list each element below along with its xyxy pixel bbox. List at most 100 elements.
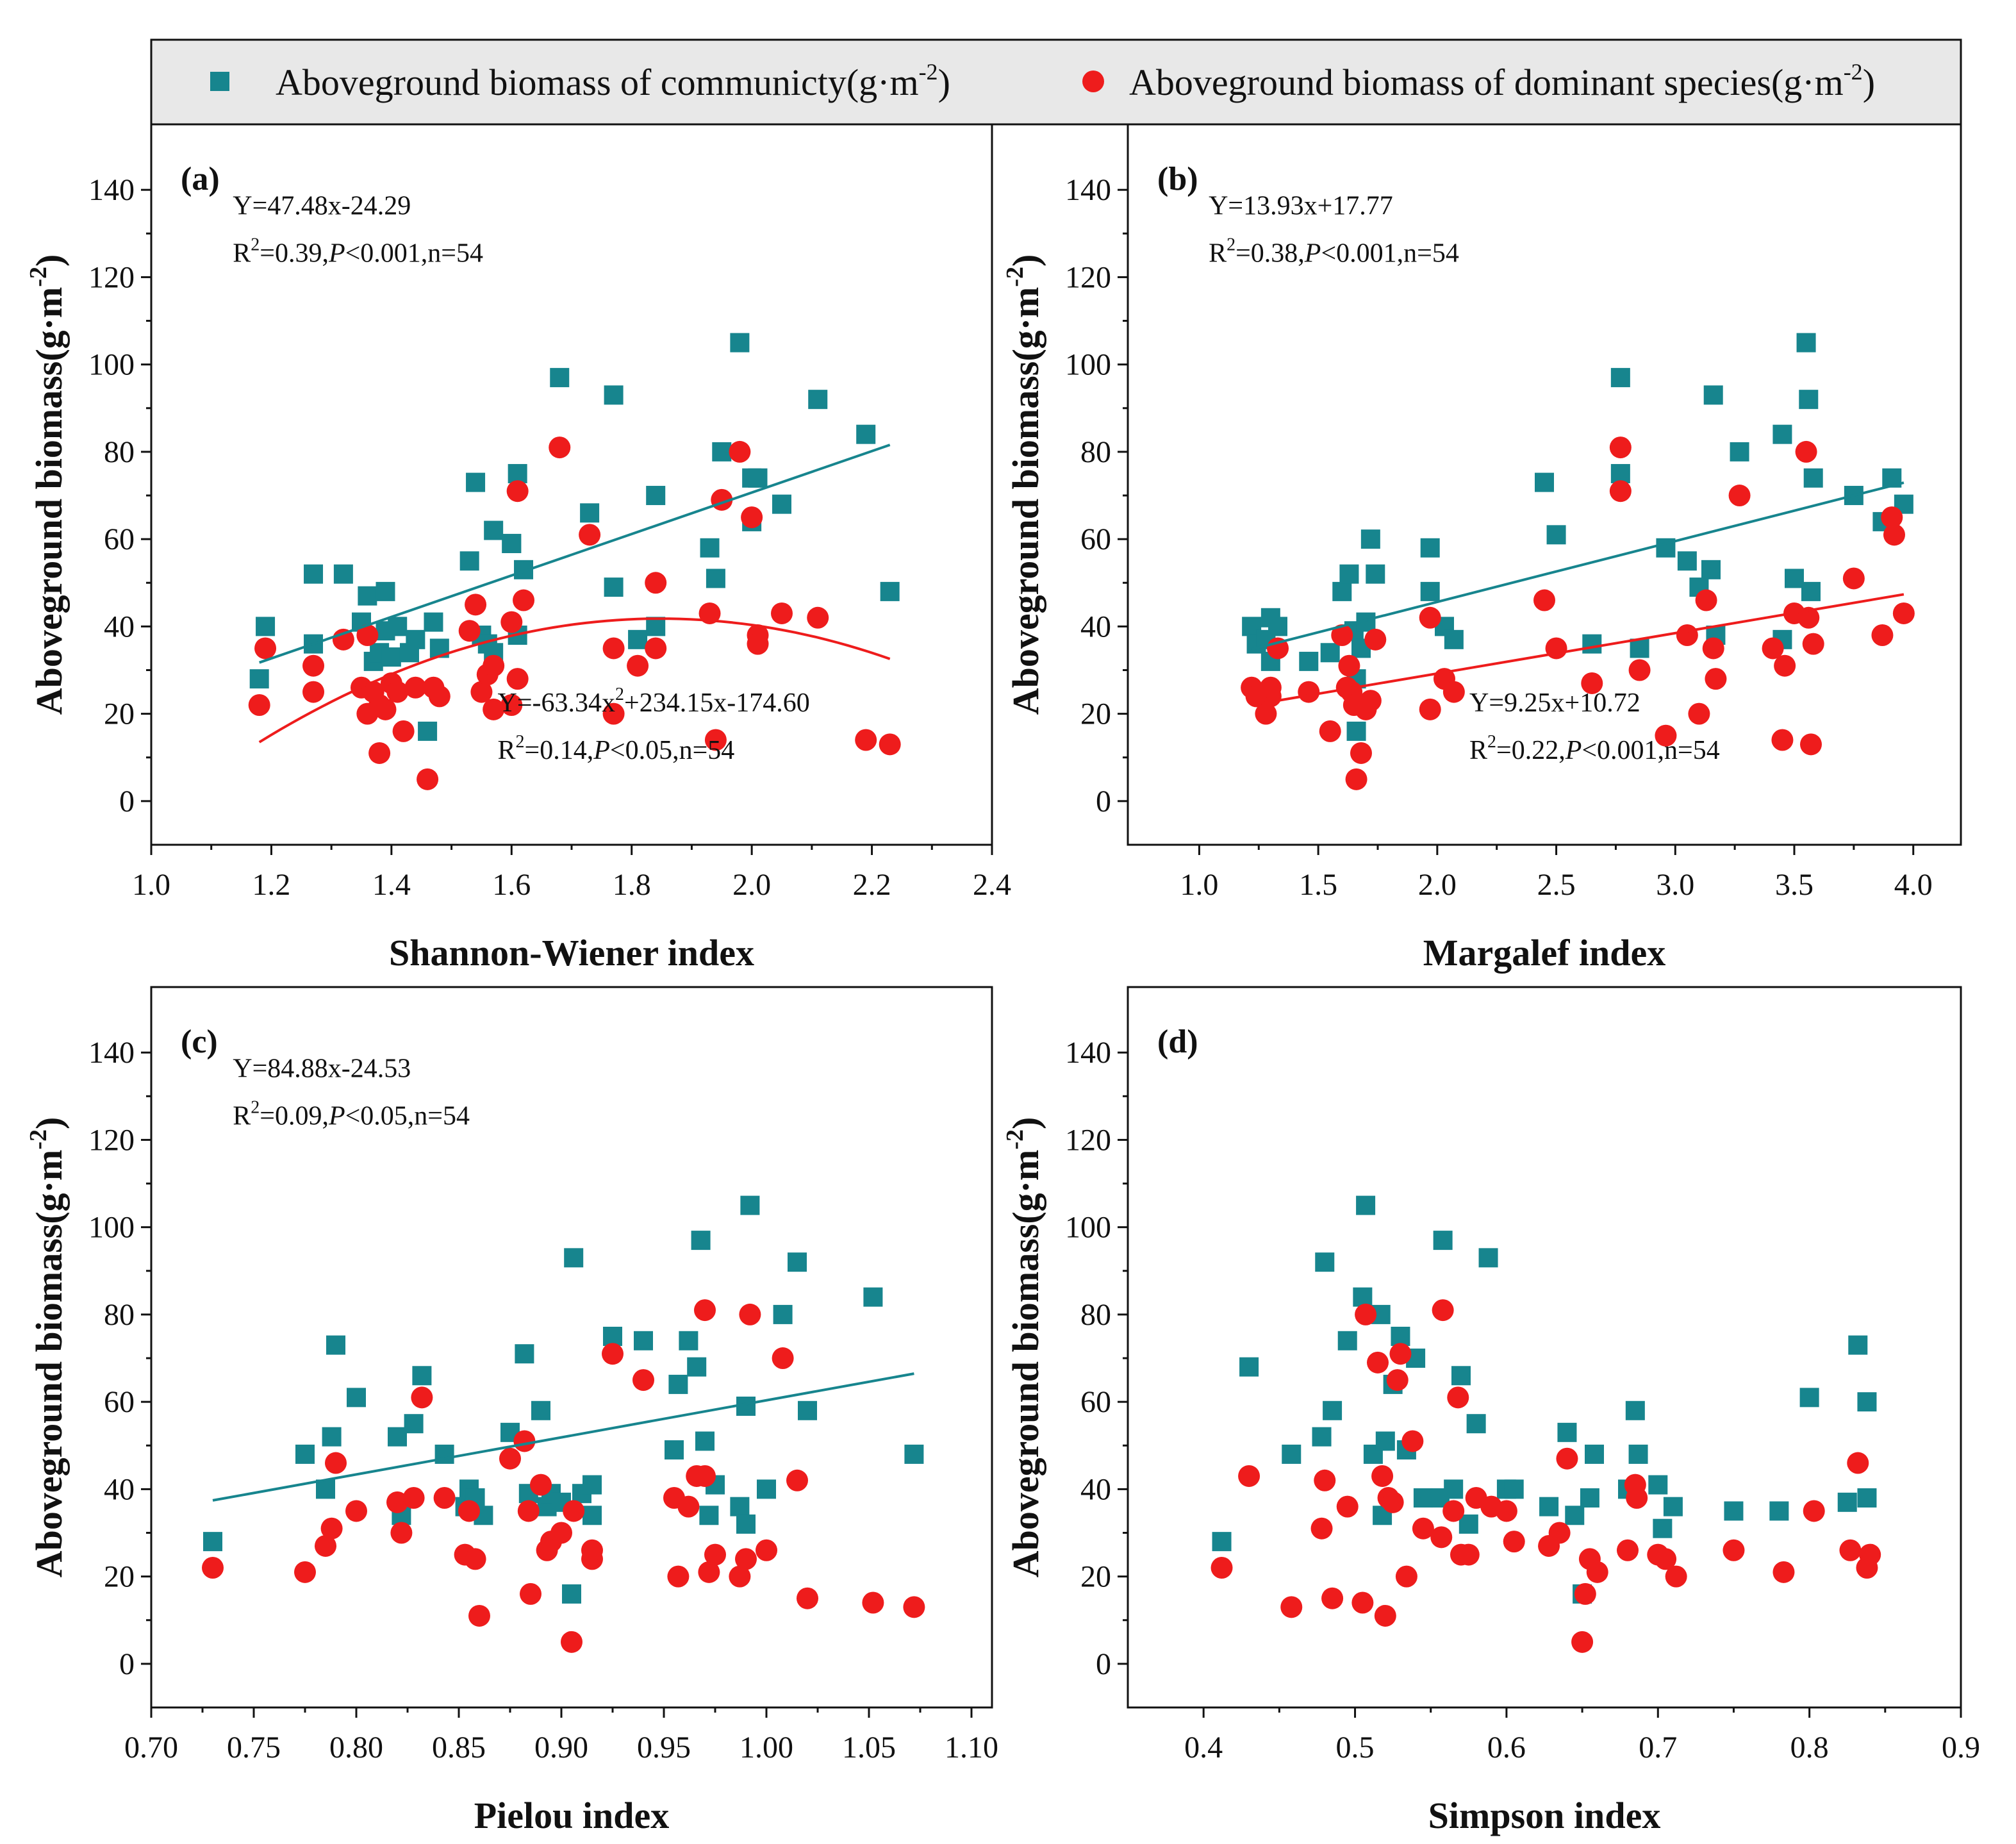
dominant-point — [1389, 1343, 1412, 1365]
community-point — [412, 1366, 432, 1386]
regression-stats: R2=0.22,P<0.001,n=54 — [1469, 732, 1720, 765]
community-point — [1546, 525, 1566, 545]
dominant-point — [579, 524, 601, 546]
community-point — [1315, 1252, 1335, 1272]
dominant-point — [254, 637, 277, 660]
community-point — [1610, 463, 1630, 483]
community-point — [564, 1248, 584, 1268]
y-tick-label: 0 — [119, 1647, 135, 1681]
dominant-point — [879, 733, 901, 756]
community-point — [358, 586, 377, 606]
legend-dominant-label: Aboveground biomass of dominant species(… — [1129, 59, 1875, 103]
community-point — [1282, 1444, 1301, 1464]
dominant-point — [698, 1561, 720, 1583]
dominant-fit-line — [258, 617, 891, 743]
community-point — [1466, 1414, 1486, 1434]
community-point — [322, 1427, 342, 1447]
dominant-point — [1386, 1369, 1409, 1391]
regression-equation: Y=84.88x-24.53 — [233, 1054, 411, 1084]
dominant-point — [862, 1591, 884, 1614]
community-point — [582, 1475, 602, 1495]
dominant-point — [1609, 436, 1632, 459]
community-point — [748, 468, 768, 488]
community-point — [1478, 1248, 1498, 1268]
community-point — [1535, 472, 1554, 492]
dominant-point — [1314, 1469, 1336, 1491]
dominant-point — [345, 1500, 367, 1522]
community-point — [646, 617, 666, 636]
dominant-point — [1574, 1582, 1596, 1605]
dominant-point — [1355, 1303, 1377, 1325]
y-tick-label: 80 — [104, 435, 135, 469]
community-point — [562, 1584, 581, 1604]
legend-box — [150, 38, 1962, 126]
community-point — [347, 1388, 366, 1408]
x-tick-label: 0.75 — [227, 1731, 281, 1765]
community-point — [1239, 1357, 1259, 1377]
dominant-point — [1655, 1548, 1677, 1570]
community-point — [1458, 1514, 1478, 1534]
dominant-point — [855, 729, 877, 751]
dominant-point — [513, 1430, 536, 1452]
x-tick-label: 0.80 — [329, 1731, 383, 1765]
dominant-point — [506, 668, 529, 690]
community-point — [603, 1326, 622, 1346]
dominant-point — [1495, 1500, 1517, 1522]
dominant-point — [465, 594, 487, 616]
legend-dominant-marker — [1082, 71, 1104, 92]
dominant-point — [1359, 690, 1382, 712]
community-point — [1857, 1392, 1877, 1412]
x-tick-label: 0.8 — [1790, 1731, 1829, 1765]
y-tick-label: 100 — [1065, 1211, 1111, 1245]
community-point — [730, 333, 750, 353]
plot-frame — [1127, 986, 1962, 1709]
community-point — [1356, 1195, 1376, 1215]
x-tick-label: 0.85 — [432, 1731, 486, 1765]
community-point — [856, 424, 876, 444]
dominant-point — [1772, 1561, 1795, 1583]
y-tick-label: 40 — [104, 610, 135, 644]
y-tick-label: 120 — [1065, 1123, 1111, 1157]
dominant-point — [645, 637, 667, 660]
plot-frame — [150, 986, 993, 1709]
x-axis-title: Simpson index — [1428, 1795, 1661, 1836]
dominant-point — [402, 1487, 425, 1509]
community-point — [1580, 1488, 1599, 1508]
y-tick-label: 40 — [1080, 610, 1111, 644]
dominant-point — [500, 694, 523, 717]
y-tick-label: 40 — [104, 1472, 135, 1506]
dominant-point — [1321, 1587, 1344, 1609]
x-tick-label: 4.0 — [1894, 868, 1933, 902]
community-point — [712, 442, 732, 461]
community-point — [1801, 581, 1821, 601]
dominant-point — [602, 702, 625, 725]
dominant-point — [756, 1539, 777, 1561]
dominant-point — [667, 1565, 690, 1588]
x-tick-label: 0.6 — [1487, 1731, 1526, 1765]
dominant-point — [386, 681, 409, 703]
dominant-point — [386, 1491, 408, 1513]
x-tick-label: 2.2 — [853, 868, 891, 902]
x-tick-label: 1.6 — [492, 868, 531, 902]
community-point — [1332, 581, 1352, 601]
community-point — [502, 533, 522, 553]
community-point — [333, 564, 353, 584]
dominant-point — [1548, 1522, 1571, 1544]
dominant-point — [1581, 672, 1603, 694]
community-point — [1582, 634, 1602, 654]
panel-label: (b) — [1157, 161, 1198, 197]
x-tick-label: 0.5 — [1336, 1731, 1375, 1765]
community-point — [582, 1506, 602, 1525]
community-point — [515, 1344, 534, 1364]
dominant-point — [1259, 676, 1282, 699]
y-tick-label: 20 — [104, 697, 135, 731]
y-tick-label: 80 — [104, 1298, 135, 1332]
x-tick-label: 2.4 — [973, 868, 1011, 902]
community-point — [376, 581, 395, 601]
community-point — [418, 721, 438, 741]
dominant-point — [411, 1386, 433, 1409]
dominant-point — [202, 1557, 224, 1579]
dominant-point — [1310, 1517, 1333, 1540]
community-point — [773, 1304, 793, 1324]
dominant-point — [903, 1596, 925, 1618]
